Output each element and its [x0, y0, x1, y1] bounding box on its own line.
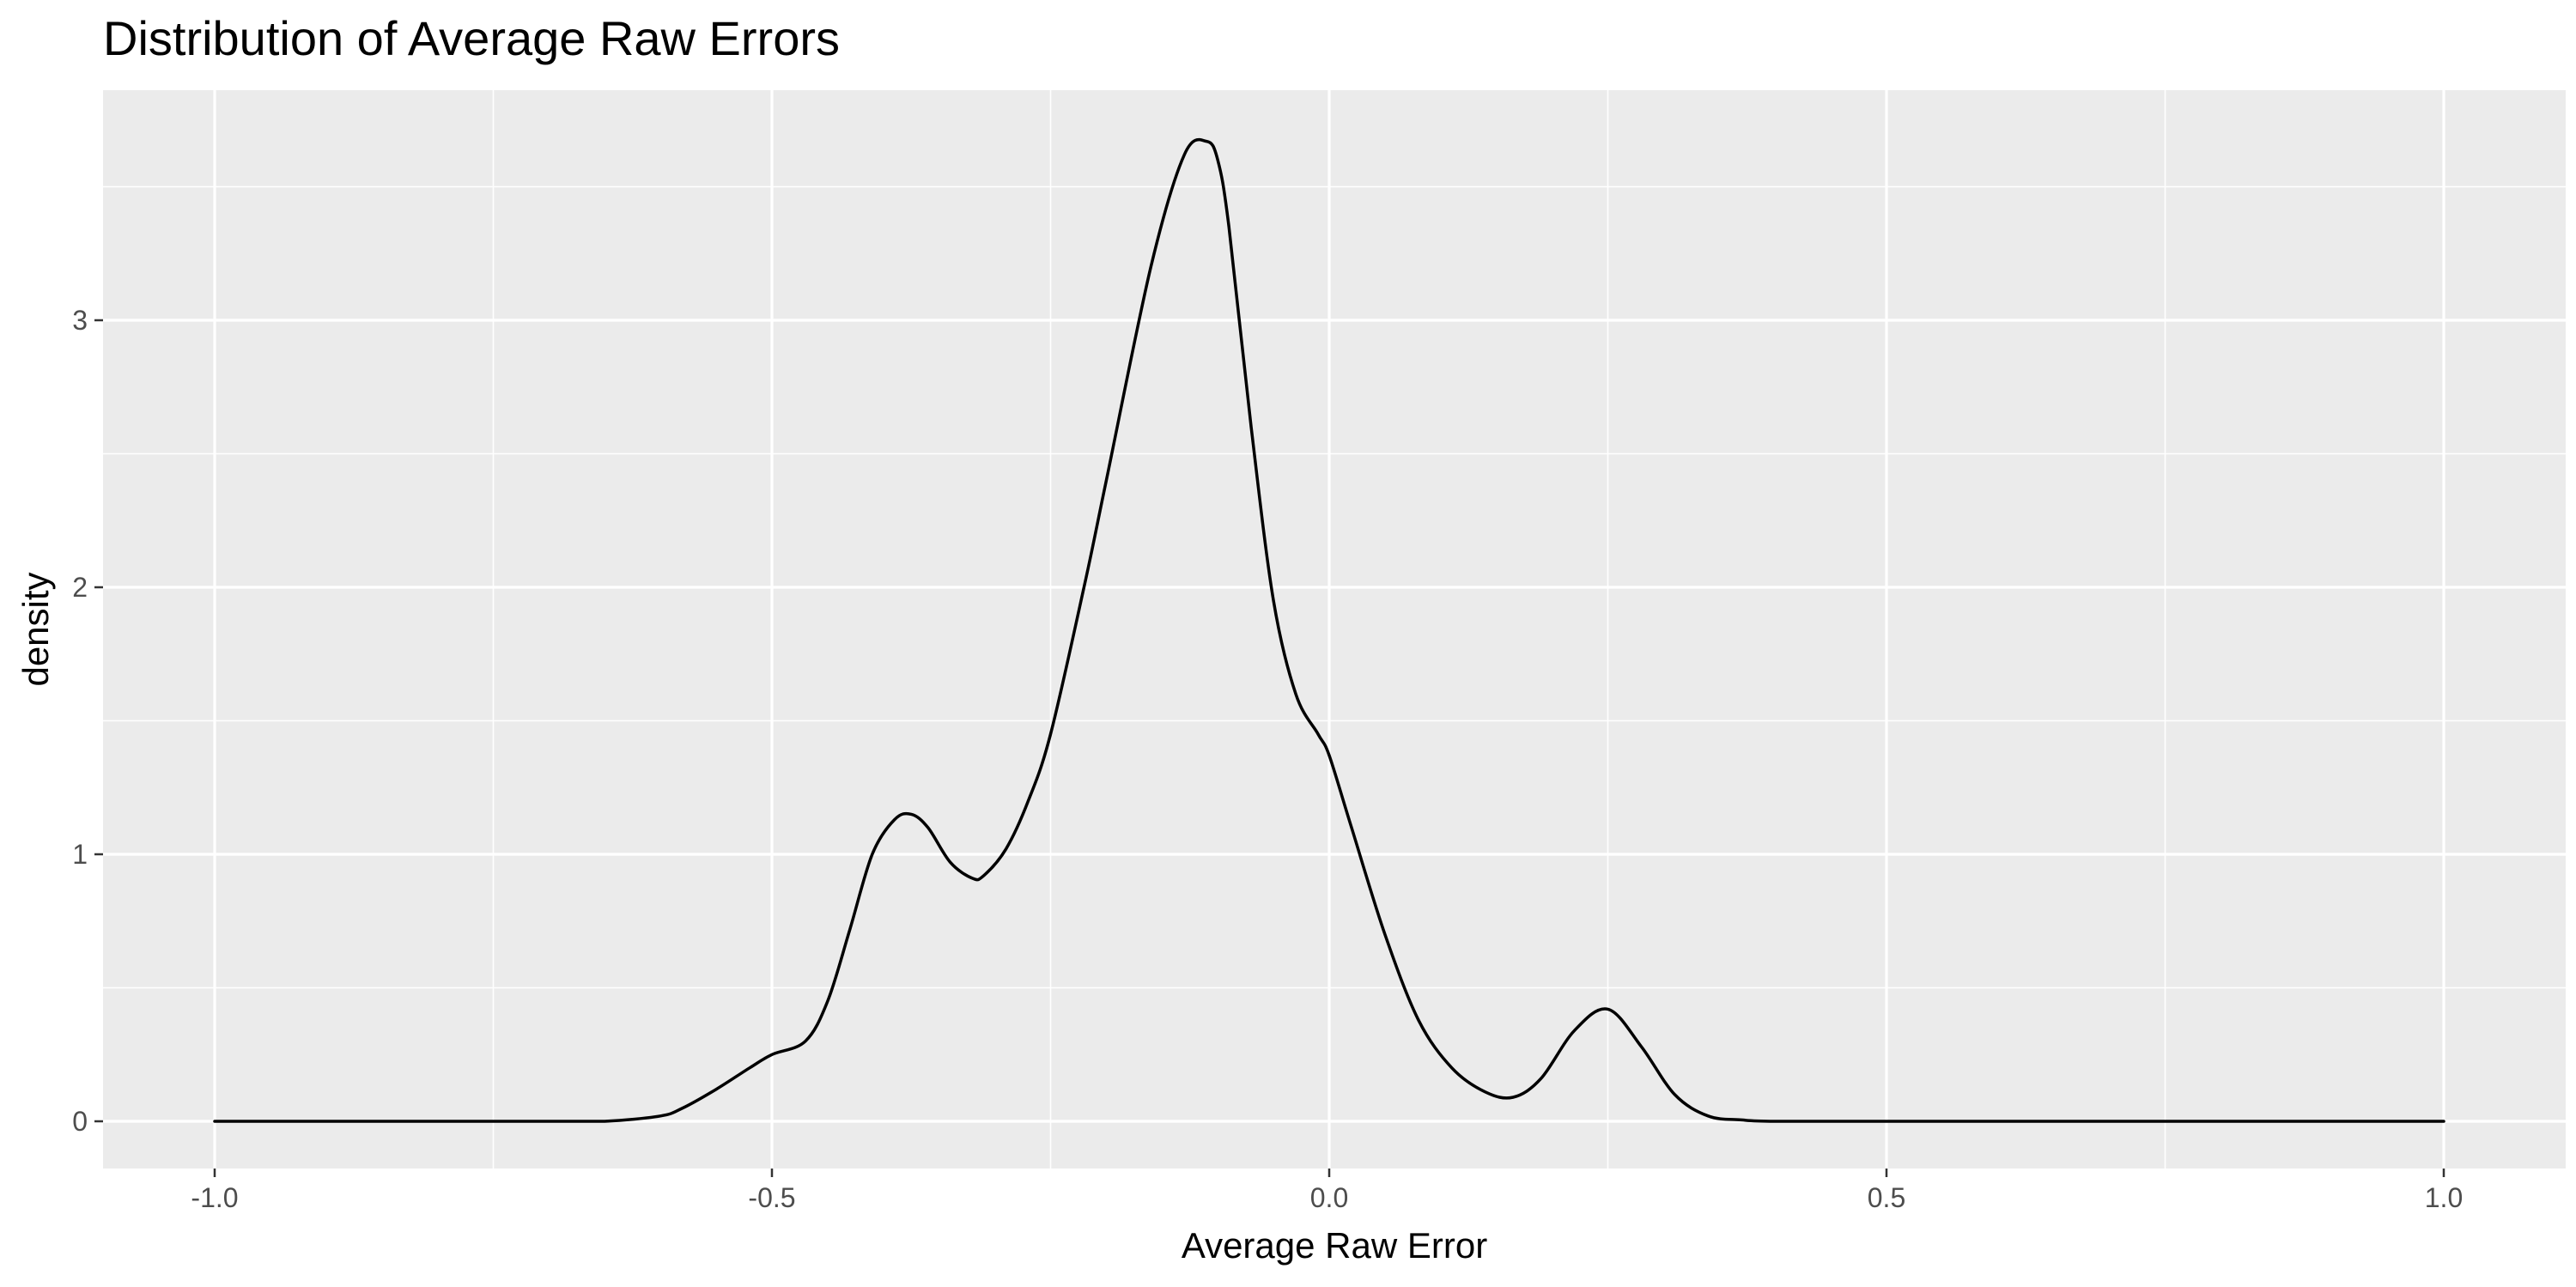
plot-panel — [103, 90, 2566, 1169]
x-tick-label: -1.0 — [191, 1182, 238, 1213]
y-axis: 0 1 2 3 — [72, 305, 103, 1137]
y-tick-label: 1 — [72, 839, 88, 870]
x-tick-label: 0.0 — [1310, 1182, 1348, 1213]
minor-gridlines — [103, 90, 2566, 1169]
x-tick-label: 0.5 — [1868, 1182, 1905, 1213]
x-axis-title: Average Raw Error — [1182, 1225, 1487, 1266]
density-curve — [213, 137, 2445, 1123]
x-axis: -1.0 -0.5 0.0 0.5 1.0 — [191, 1169, 2463, 1213]
y-tick-label: 3 — [72, 305, 88, 336]
y-axis-title: density — [15, 572, 56, 686]
x-tick-label: 1.0 — [2425, 1182, 2463, 1213]
y-tick-label: 2 — [72, 572, 88, 603]
chart-title: Distribution of Average Raw Errors — [103, 11, 840, 65]
x-tick-label: -0.5 — [748, 1182, 795, 1213]
y-tick-label: 0 — [72, 1106, 88, 1137]
